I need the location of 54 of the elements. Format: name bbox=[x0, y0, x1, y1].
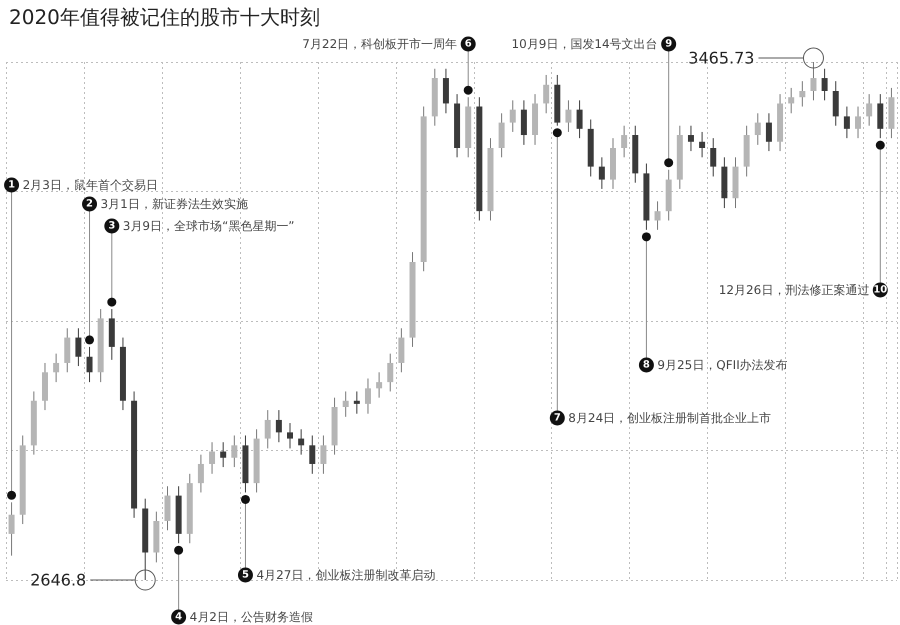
candlestick bbox=[565, 100, 572, 132]
annotation: 9月25日，QFII办法发布 bbox=[657, 358, 788, 372]
candlestick bbox=[688, 125, 694, 152]
candlestick bbox=[754, 112, 761, 146]
annotation: 5 bbox=[242, 570, 249, 580]
candlestick bbox=[342, 390, 349, 418]
text: 4 bbox=[175, 612, 182, 622]
annotation: 8 bbox=[642, 360, 650, 370]
candlestick bbox=[710, 138, 716, 177]
candlestick bbox=[364, 378, 371, 414]
candlestick bbox=[198, 454, 204, 493]
candlestick bbox=[376, 372, 382, 398]
annotation: 3月9日，全球市场“黑色星期一” bbox=[122, 219, 295, 233]
annotation: 3465.73 bbox=[688, 48, 754, 68]
candlestick bbox=[220, 442, 226, 468]
candlestick bbox=[866, 94, 872, 126]
candlestick bbox=[822, 68, 828, 101]
annotation: 7 bbox=[554, 412, 561, 424]
annotation: 2646.8 bbox=[30, 570, 86, 590]
text: 4月2日，公告财务造假 bbox=[190, 610, 313, 624]
annotation: 8月24日，创业板注册制首批企业上市 bbox=[568, 411, 772, 425]
annotation: 4月27日，创业板注册制改革启动 bbox=[256, 568, 436, 582]
candlestick bbox=[86, 346, 93, 383]
candlestick bbox=[543, 74, 550, 114]
candlestick bbox=[354, 390, 360, 414]
candlestick bbox=[510, 100, 516, 132]
annotation: 3 bbox=[108, 220, 116, 232]
candlestick bbox=[75, 328, 82, 367]
candlestick bbox=[298, 428, 304, 456]
candlestick bbox=[621, 125, 628, 158]
candlestick bbox=[53, 353, 60, 383]
candlestick bbox=[855, 106, 862, 139]
text: 10月9日，国发14号文出台 bbox=[511, 37, 658, 51]
candlestick bbox=[844, 106, 850, 139]
chart-title: 2020年值得被记住的股市十大时刻 bbox=[9, 5, 320, 29]
candlestick bbox=[654, 200, 661, 230]
candlestick bbox=[287, 422, 294, 449]
text: 7月22日，科创板开市一周年 bbox=[302, 37, 458, 51]
candlestick bbox=[387, 353, 394, 392]
candlestick bbox=[576, 100, 583, 139]
candlestick bbox=[276, 410, 282, 443]
candlestick bbox=[699, 131, 706, 158]
annotation: 1 bbox=[8, 180, 16, 190]
text: 9 bbox=[665, 38, 672, 50]
candlestick bbox=[766, 112, 772, 152]
candlestick bbox=[799, 80, 806, 108]
annotation: 2 bbox=[86, 198, 94, 210]
candlestick bbox=[788, 87, 794, 114]
annotation: 3月1日，新证券法生效实施 bbox=[100, 197, 248, 211]
annotation: 2月3日，鼠年首个交易日 bbox=[22, 178, 158, 192]
text: 6 bbox=[464, 38, 472, 50]
annotation: 12月26日，刑法修正案通过 bbox=[718, 283, 870, 297]
candlestick bbox=[598, 156, 605, 190]
candlestick bbox=[309, 434, 316, 474]
